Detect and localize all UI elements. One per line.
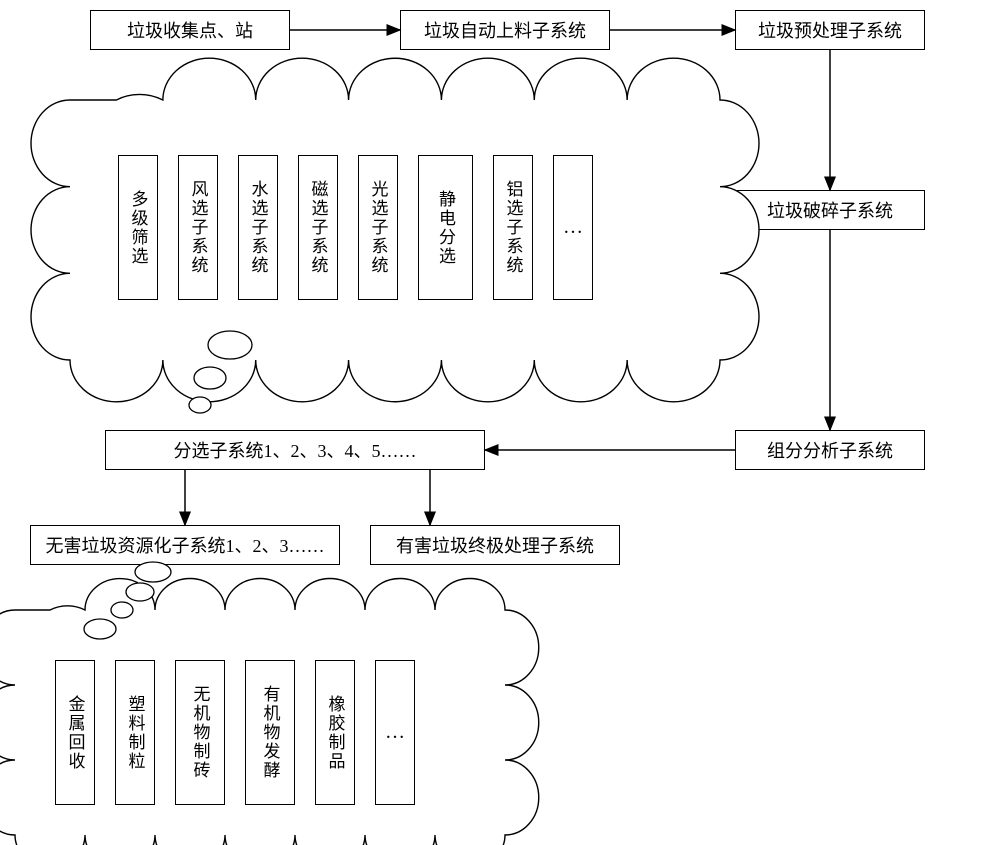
cloud2-items-item: 无机物制砖 — [175, 660, 225, 805]
box-crush: 垃圾破碎子系统 — [735, 190, 925, 230]
box-recycle: 无害垃圾资源化子系统1、2、3…… — [30, 525, 340, 565]
cloud1-items-item: 风选子系统 — [178, 155, 218, 300]
cloud1-items-item: 静电分选 — [418, 155, 473, 300]
box-hazard: 有害垃圾终极处理子系统 — [370, 525, 620, 565]
box-pretreat: 垃圾预处理子系统 — [735, 10, 925, 50]
box-sort: 分选子系统1、2、3、4、5…… — [105, 430, 485, 470]
box-feed: 垃圾自动上料子系统 — [400, 10, 610, 50]
cloud1-items-item: 水选子系统 — [238, 155, 278, 300]
cloud2-items-item: 金属回收 — [55, 660, 95, 805]
cloud1-items-item: 光选子系统 — [358, 155, 398, 300]
cloud2-items-item: … — [375, 660, 415, 805]
cloud2-items-item: 有机物发酵 — [245, 660, 295, 805]
box-analysis: 组分分析子系统 — [735, 430, 925, 470]
cloud1-items-item: 磁选子系统 — [298, 155, 338, 300]
cloud1-items-item: … — [553, 155, 593, 300]
cloud1-items-item: 多级筛选 — [118, 155, 158, 300]
cloud2-items-item: 橡胶制品 — [315, 660, 355, 805]
cloud2-items-item: 塑料制粒 — [115, 660, 155, 805]
cloud1-items-item: 铝选子系统 — [493, 155, 533, 300]
box-collect: 垃圾收集点、站 — [90, 10, 290, 50]
